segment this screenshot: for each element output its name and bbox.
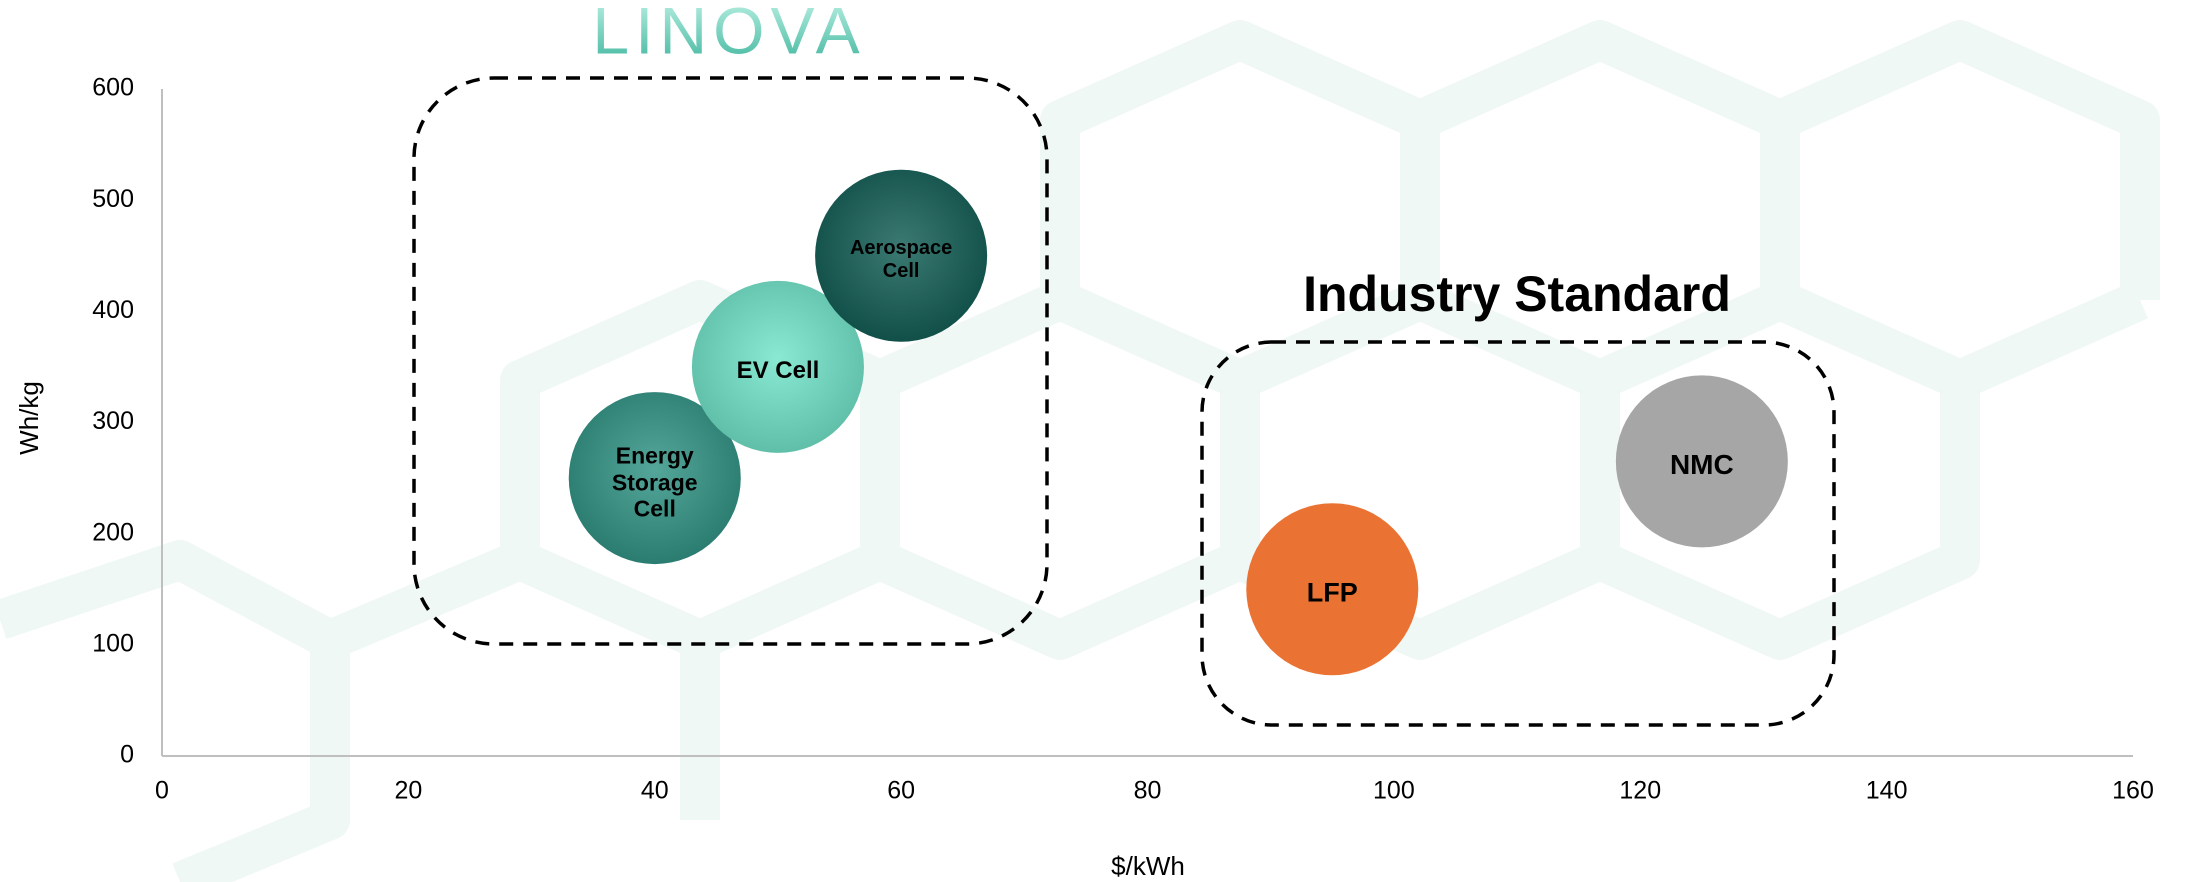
y-tick-label: 0 <box>120 741 134 769</box>
y-tick-label: 300 <box>92 407 134 435</box>
annotation: Industry Standard <box>1303 266 1731 322</box>
x-tick-label: 0 <box>155 777 169 805</box>
bubble-shade <box>568 392 741 565</box>
x-tick-label: 100 <box>1373 777 1415 805</box>
y-tick-label: 500 <box>92 185 134 213</box>
bubble-shade <box>691 280 864 453</box>
bubble-label: Energy Storage Cell <box>611 442 698 522</box>
x-tick-label: 120 <box>1619 777 1661 805</box>
group-box <box>412 76 1049 646</box>
bubble <box>1615 375 1788 548</box>
bubble-label: Aerospace Cell <box>849 236 953 282</box>
bubble <box>1246 503 1419 676</box>
x-tick-label: 20 <box>394 777 422 805</box>
bubble-label: LFP <box>1306 577 1358 608</box>
x-axis-label: $/kWh <box>1111 851 1185 881</box>
y-tick-label: 600 <box>92 74 134 102</box>
bubble-label: EV Cell <box>736 357 820 385</box>
x-tick-label: 40 <box>641 777 669 805</box>
bubble-shade <box>815 169 988 342</box>
y-tick-label: 400 <box>92 296 134 324</box>
x-tick-label: 60 <box>887 777 915 805</box>
logo: LINOVA <box>592 0 865 67</box>
bubble-label: NMC <box>1669 449 1734 481</box>
y-axis-label: Wh/kg <box>14 381 44 455</box>
y-tick-label: 200 <box>92 518 134 546</box>
x-tick-label: 80 <box>1134 777 1162 805</box>
x-tick-label: 160 <box>2112 777 2154 805</box>
group-box <box>1200 340 1836 727</box>
y-tick-label: 100 <box>92 629 134 657</box>
x-tick-label: 140 <box>1866 777 1908 805</box>
